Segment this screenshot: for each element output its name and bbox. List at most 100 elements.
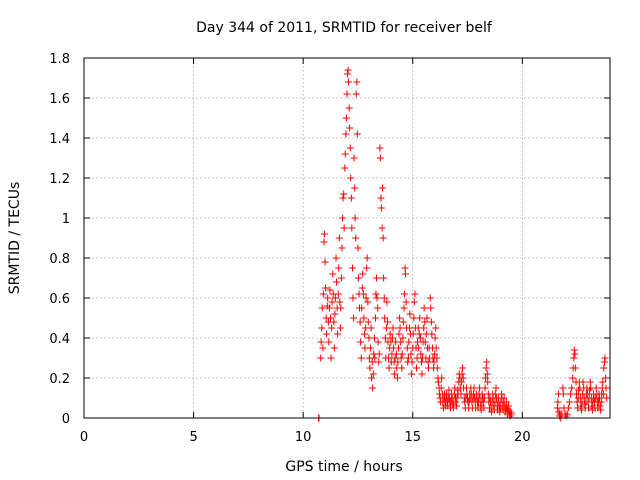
data-point — [367, 324, 375, 332]
data-point — [491, 390, 499, 398]
data-point — [369, 370, 377, 378]
x-tick-label: 5 — [189, 430, 197, 445]
data-point — [397, 338, 405, 346]
data-point — [359, 290, 367, 298]
data-point — [374, 304, 382, 312]
data-point — [317, 338, 325, 346]
data-point — [334, 290, 342, 298]
data-point — [570, 346, 578, 354]
data-point — [373, 294, 381, 302]
data-point — [432, 344, 440, 352]
data-point — [398, 350, 406, 358]
data-point — [399, 334, 407, 342]
data-point — [406, 310, 414, 318]
y-tick-label: 1.4 — [49, 132, 70, 147]
data-point — [453, 402, 461, 410]
data-point — [421, 318, 429, 326]
data-point — [348, 264, 356, 272]
data-point — [322, 284, 330, 292]
data-point — [384, 318, 392, 326]
data-point — [380, 294, 388, 302]
data-point — [331, 294, 339, 302]
data-point — [599, 378, 607, 386]
data-point — [411, 290, 419, 298]
data-point — [345, 104, 353, 112]
x-tick-label: 10 — [295, 430, 312, 445]
data-point — [340, 224, 348, 232]
data-point — [354, 244, 362, 252]
data-point — [395, 330, 403, 338]
data-point — [318, 304, 326, 312]
data-point — [357, 338, 365, 346]
data-point — [339, 214, 347, 222]
data-point — [343, 90, 351, 98]
data-point — [338, 274, 346, 282]
grid — [84, 58, 610, 418]
data-point — [370, 334, 378, 342]
data-point — [377, 204, 385, 212]
data-point — [376, 154, 384, 162]
y-tick-label: 1.6 — [49, 92, 70, 107]
data-point — [344, 66, 352, 74]
data-point — [358, 304, 366, 312]
data-point — [430, 358, 438, 366]
data-point — [415, 344, 423, 352]
data-point — [342, 130, 350, 138]
axis-ticks: 0 0.2 0.4 0.6 0.8 1 1.2 1.4 1.6 1.8 0 5 10 15 20 — [49, 52, 610, 445]
data-point — [427, 304, 435, 312]
data-point — [324, 294, 332, 302]
data-point — [395, 344, 403, 352]
data-point — [415, 330, 423, 338]
data-point — [559, 390, 567, 398]
data-point — [380, 274, 388, 282]
data-point — [320, 238, 328, 246]
data-point — [332, 278, 340, 286]
data-point — [329, 270, 337, 278]
data-point — [597, 398, 605, 406]
data-point — [375, 358, 383, 366]
data-point — [483, 370, 491, 378]
data-point — [328, 298, 336, 306]
data-point — [592, 384, 600, 392]
data-point — [421, 338, 429, 346]
data-point — [500, 394, 508, 402]
data-point — [317, 354, 325, 362]
data-point — [377, 194, 385, 202]
data-point — [345, 78, 353, 86]
data-point — [396, 324, 404, 332]
data-point — [373, 274, 381, 282]
data-point — [334, 330, 342, 338]
data-point — [340, 190, 348, 198]
data-point — [385, 354, 393, 362]
data-point — [410, 314, 418, 322]
data-point — [433, 364, 441, 372]
data-point — [602, 374, 610, 382]
y-tick-label: 0.6 — [49, 292, 70, 307]
data-point — [597, 406, 605, 414]
data-point — [375, 350, 383, 358]
data-point — [391, 370, 399, 378]
data-point — [559, 384, 567, 392]
data-point — [388, 334, 396, 342]
data-point — [393, 374, 401, 382]
data-point — [353, 78, 361, 86]
data-point — [389, 324, 397, 332]
data-point — [452, 398, 460, 406]
data-point — [586, 378, 594, 386]
data-point — [359, 270, 367, 278]
data-point — [571, 364, 579, 372]
data-point — [402, 298, 410, 306]
y-tick-label: 1.2 — [49, 172, 70, 187]
data-point — [362, 294, 370, 302]
data-point — [327, 354, 335, 362]
data-point — [323, 330, 331, 338]
data-point — [321, 258, 329, 266]
data-point — [332, 254, 340, 262]
data-point — [386, 330, 394, 338]
data-point — [583, 390, 591, 398]
data-point — [408, 370, 416, 378]
data-point — [368, 374, 376, 382]
data-point — [342, 114, 350, 122]
x-tick-label: 20 — [514, 430, 531, 445]
data-point — [399, 318, 407, 326]
